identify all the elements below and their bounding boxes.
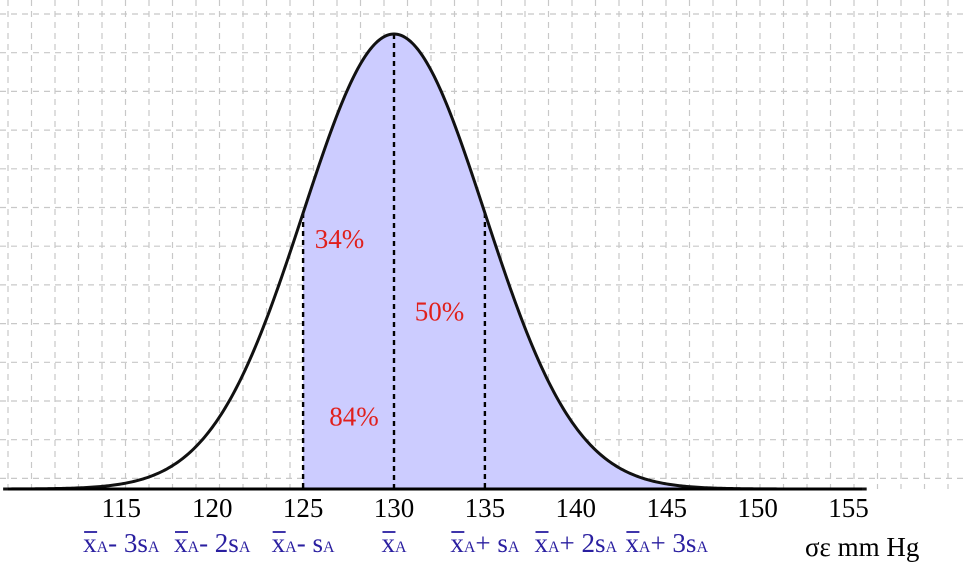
sd-marker-label: xA+ sA xyxy=(450,528,520,558)
subscript: A xyxy=(323,539,335,556)
percent-label: 50% xyxy=(415,297,465,327)
subscript: A xyxy=(464,539,476,556)
sd-marker-label: xA xyxy=(381,528,407,558)
subscript: A xyxy=(606,539,618,556)
marker-text: x xyxy=(381,528,395,558)
subscript: A xyxy=(188,539,200,556)
subscript: A xyxy=(548,539,560,556)
subscript: A xyxy=(285,539,297,556)
marker-text: x xyxy=(83,528,97,558)
marker-text: + s xyxy=(475,528,507,558)
subscript: A xyxy=(696,539,708,556)
sd-marker-label: xA+ 3sA xyxy=(625,528,708,558)
sd-marker-labels: xA- 3sA xA- 2sA xA- sA xA xA+ sA xA+ 2sA xA+ 3… xyxy=(83,528,708,558)
x-tick-label: 130 xyxy=(374,493,415,523)
marker-text: x xyxy=(625,528,639,558)
x-tick-label: 145 xyxy=(646,493,687,523)
subscript: A xyxy=(639,539,651,556)
x-tick-label: 140 xyxy=(556,493,597,523)
marker-text: - 2s xyxy=(199,528,239,558)
subscript: A xyxy=(508,539,520,556)
marker-text: x xyxy=(174,528,188,558)
sd-marker-label: xA- 3sA xyxy=(83,528,160,558)
x-tick-labels: 115 120 125 130 135 140 145 150 155 xyxy=(102,493,869,523)
marker-text: x xyxy=(450,528,464,558)
marker-text: + 3s xyxy=(650,528,696,558)
subscript: A xyxy=(239,539,251,556)
x-tick-label: 125 xyxy=(283,493,324,523)
marker-text: x xyxy=(272,528,286,558)
subscript: A xyxy=(97,539,109,556)
sd-marker-label: xA- 2sA xyxy=(174,528,251,558)
sd-marker-label: xA+ 2sA xyxy=(534,528,617,558)
shaded-area xyxy=(303,34,758,489)
marker-text: - 3s xyxy=(108,528,148,558)
sd-marker-label: xA- sA xyxy=(272,528,335,558)
percent-labels: 34% 50% 84% xyxy=(315,224,464,431)
percent-label: 34% xyxy=(315,224,365,254)
reference-lines xyxy=(301,34,487,489)
x-tick-label: 155 xyxy=(828,493,869,523)
marker-text: + 2s xyxy=(560,528,606,558)
x-tick-label: 150 xyxy=(737,493,778,523)
subscript: A xyxy=(148,539,160,556)
marker-text: x xyxy=(534,528,548,558)
percent-label: 84% xyxy=(329,401,379,431)
subscript: A xyxy=(395,539,407,556)
x-tick-label: 115 xyxy=(102,493,142,523)
x-tick-label: 135 xyxy=(465,493,506,523)
x-tick-label: 120 xyxy=(192,493,233,523)
x-unit-label: σε mm Hg xyxy=(805,532,919,562)
marker-text: - s xyxy=(297,528,323,558)
